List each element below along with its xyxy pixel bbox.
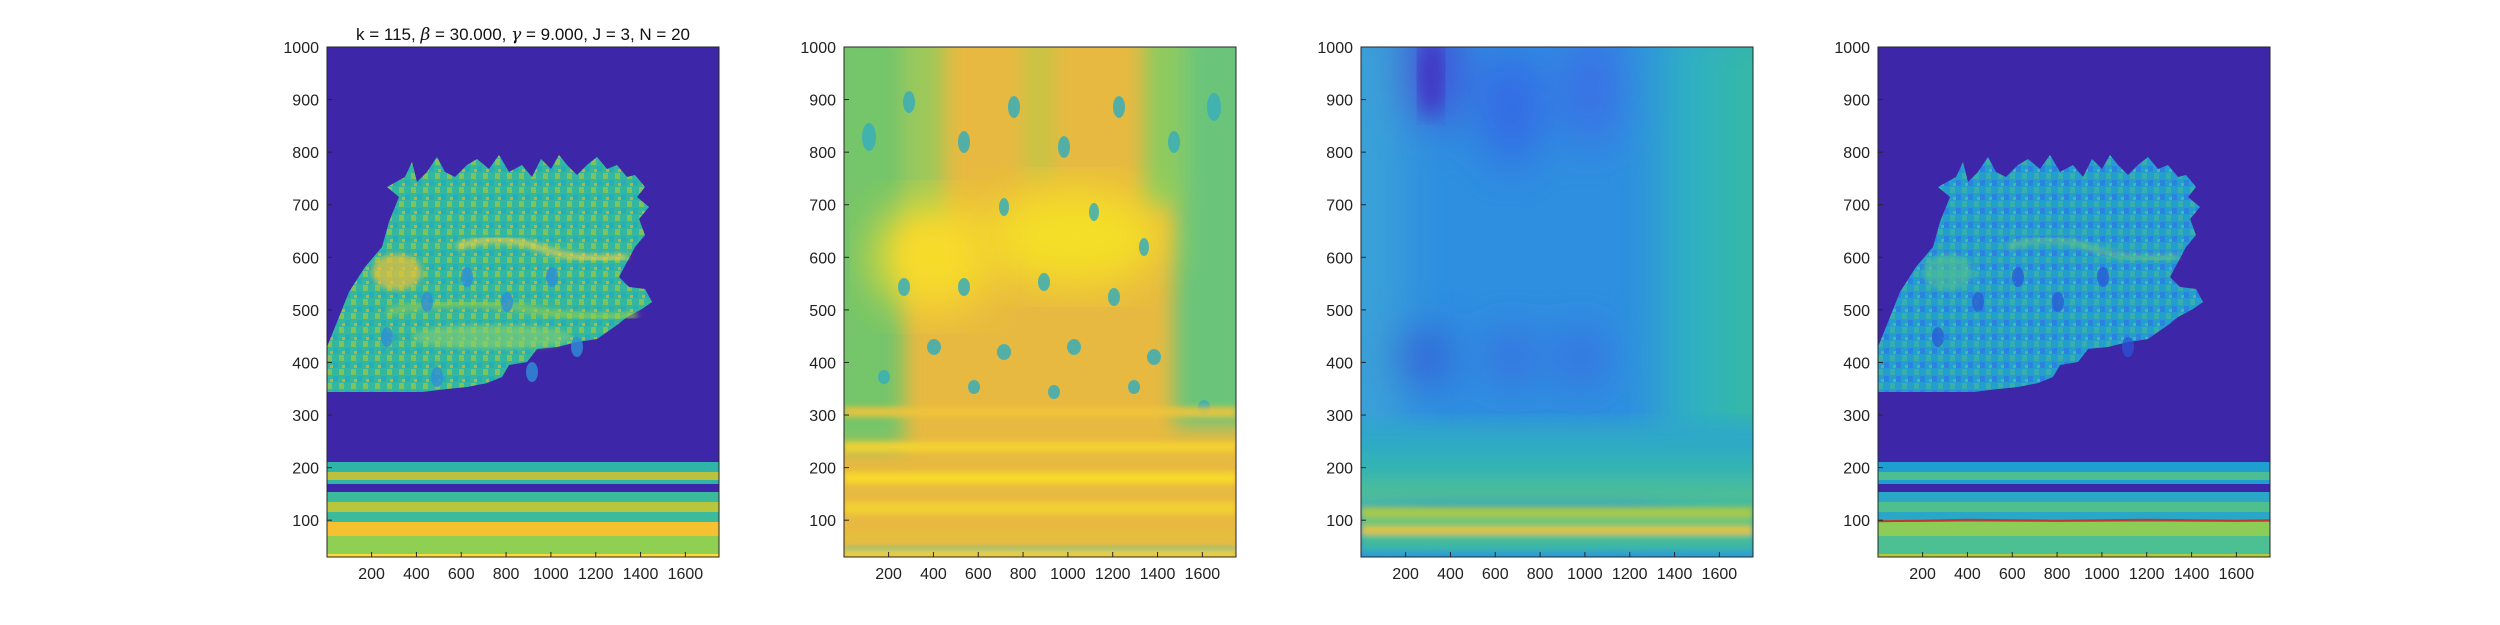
y-tick-label: 800 [292, 145, 319, 162]
x-tick-label: 400 [1954, 566, 1981, 583]
y-tick-label: 200 [1843, 461, 1870, 478]
x-tick-label: 1400 [2174, 566, 2210, 583]
x-tick-label: 600 [1999, 566, 2026, 583]
y-tick-label: 100 [1326, 513, 1353, 530]
x-tick-label: 1000 [1567, 566, 1603, 583]
y-tick-label: 500 [809, 303, 836, 320]
x-tick-label: 1400 [1140, 566, 1176, 583]
y-tick-label: 500 [1843, 303, 1870, 320]
y-tick-label: 1000 [283, 40, 319, 57]
x-tick-label: 1600 [668, 566, 704, 583]
x-tick-label: 400 [920, 566, 947, 583]
axes-blurred-blue: 200 400 600 800 1000 1200 1400 1600 100 200 300 40… [1317, 40, 1754, 583]
axes-reassigned-with-ridge: 200 400 600 800 1000 1200 1400 1600 100 200 300 40… [1834, 40, 2271, 583]
y-tick-label: 400 [1843, 355, 1870, 372]
x-tick-label: 1000 [2084, 566, 2120, 583]
y-tick-label: 1000 [1834, 40, 1870, 57]
x-tick-label: 1200 [578, 566, 614, 583]
y-tick-label: 700 [292, 198, 319, 215]
x-tick-label: 1000 [1050, 566, 1086, 583]
y-tick-label: 100 [809, 513, 836, 530]
x-tick-label: 1600 [1702, 566, 1738, 583]
heatmap-blurred-blue [1361, 47, 1753, 557]
y-tick-label: 300 [1843, 408, 1870, 425]
x-tick-label: 200 [1909, 566, 1936, 583]
y-tick-label: 100 [292, 513, 319, 530]
x-tick-label: 1400 [623, 566, 659, 583]
y-tick-label: 500 [292, 303, 319, 320]
y-tick-label: 500 [1326, 303, 1353, 320]
heatmap-smoothed-energy [844, 47, 1236, 557]
x-tick-label: 800 [493, 566, 520, 583]
y-tick-label: 400 [809, 355, 836, 372]
x-tick-label: 1200 [1095, 566, 1131, 583]
y-tick-label: 800 [1843, 145, 1870, 162]
figure-title: k = 115, β = 30.000, γ = 9.000, J = 3, N… [356, 25, 690, 45]
y-tick-label: 800 [1326, 145, 1353, 162]
y-tick-label: 400 [1326, 355, 1353, 372]
x-tick-label: 600 [1482, 566, 1509, 583]
x-tick-label: 400 [403, 566, 430, 583]
x-tick-label: 200 [1392, 566, 1419, 583]
x-tick-label: 800 [1010, 566, 1037, 583]
y-tick-label: 700 [1326, 198, 1353, 215]
y-tick-label: 600 [292, 250, 319, 267]
y-tick-label: 900 [1843, 93, 1870, 110]
x-tick-label: 1600 [1185, 566, 1221, 583]
y-tick-label: 900 [809, 93, 836, 110]
y-tick-label: 600 [809, 250, 836, 267]
y-tick-label: 900 [1326, 93, 1353, 110]
y-tick-label: 600 [1843, 250, 1870, 267]
x-tick-label: 800 [2044, 566, 2071, 583]
x-tick-label: 200 [358, 566, 385, 583]
axes-original-spectrogram: 200 400 600 800 1000 1200 1400 1600 100 200 300 40… [283, 40, 720, 583]
axes-smoothed-energy: 200 400 600 800 1000 1200 1400 1600 100 200 300 40… [800, 40, 1237, 583]
y-tick-label: 1000 [800, 40, 836, 57]
y-tick-label: 300 [809, 408, 836, 425]
y-tick-label: 100 [1843, 513, 1870, 530]
ridge-line [1878, 518, 2270, 523]
y-tick-label: 200 [809, 461, 836, 478]
y-tick-label: 300 [292, 408, 319, 425]
x-tick-label: 1600 [2219, 566, 2255, 583]
heatmap-reassigned-with-ridge [1878, 47, 2270, 557]
x-tick-label: 800 [1527, 566, 1554, 583]
y-tick-label: 700 [1843, 198, 1870, 215]
x-tick-label: 1200 [2129, 566, 2165, 583]
x-tick-label: 1400 [1657, 566, 1693, 583]
y-tick-label: 900 [292, 93, 319, 110]
y-tick-label: 800 [809, 145, 836, 162]
y-tick-label: 200 [292, 461, 319, 478]
y-tick-label: 600 [1326, 250, 1353, 267]
x-tick-label: 200 [875, 566, 902, 583]
y-tick-label: 400 [292, 355, 319, 372]
x-tick-label: 600 [965, 566, 992, 583]
y-tick-label: 700 [809, 198, 836, 215]
x-tick-label: 400 [1437, 566, 1464, 583]
x-tick-label: 1000 [533, 566, 569, 583]
x-tick-label: 600 [448, 566, 475, 583]
y-tick-label: 300 [1326, 408, 1353, 425]
heatmap-original-spectrogram [327, 47, 719, 557]
y-tick-label: 1000 [1317, 40, 1353, 57]
y-tick-label: 200 [1326, 461, 1353, 478]
x-tick-label: 1200 [1612, 566, 1648, 583]
